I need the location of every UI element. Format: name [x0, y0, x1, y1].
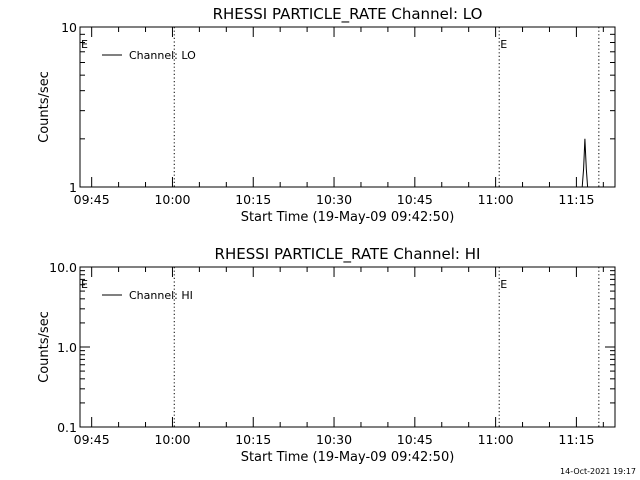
event-marker-label: E	[81, 278, 88, 291]
y-tick-label: 1.0	[57, 340, 77, 355]
x-axis-label: Start Time (19-May-09 09:42:50)	[241, 450, 455, 465]
y-tick-label: 10.0	[49, 260, 77, 275]
lo-channel-panel: RHESSI PARTICLE_RATE Channel: LO 1 10 Count…	[37, 5, 616, 225]
x-tick-label: 10:00	[154, 432, 190, 447]
y-axis-label: Counts/sec	[37, 71, 52, 143]
x-tick-label: 09:45	[74, 192, 110, 207]
event-marker-label: E	[500, 38, 507, 51]
legend-entry: Channel: HI	[129, 289, 193, 302]
event-marker-label: E	[81, 38, 88, 51]
generation-timestamp: 14-Oct-2021 19:17	[560, 467, 636, 476]
x-tick-label: 10:30	[316, 432, 352, 447]
x-tick-label: 10:00	[154, 192, 190, 207]
chart-title: RHESSI PARTICLE_RATE Channel: LO	[213, 5, 483, 24]
x-tick-label: 10:15	[235, 432, 271, 447]
x-tick-label: 11:00	[478, 192, 514, 207]
x-tick-label: 10:45	[397, 192, 433, 207]
plot-frame	[79, 26, 616, 188]
y-tick-label: 0.1	[57, 420, 77, 435]
x-tick-label: 11:00	[478, 432, 514, 447]
event-marker-label: E	[500, 278, 507, 291]
x-tick-label: 11:15	[558, 432, 594, 447]
y-tick-label: 1	[69, 180, 77, 195]
x-tick-label: 09:45	[74, 432, 110, 447]
chart-title: RHESSI PARTICLE_RATE Channel: HI	[215, 245, 481, 264]
x-tick-label: 10:30	[316, 192, 352, 207]
x-tick-label: 11:15	[558, 192, 594, 207]
y-axis-label: Counts/sec	[37, 311, 52, 383]
legend-entry: Channel: LO	[129, 49, 196, 62]
x-tick-label: 10:15	[235, 192, 271, 207]
x-tick-label: 10:45	[397, 432, 433, 447]
x-axis-label: Start Time (19-May-09 09:42:50)	[241, 210, 455, 225]
hi-channel-panel: RHESSI PARTICLE_RATE Channel: HI 0.1 1.0 10…	[37, 245, 616, 465]
series-line	[581, 138, 589, 188]
y-tick-label: 10	[61, 20, 77, 35]
